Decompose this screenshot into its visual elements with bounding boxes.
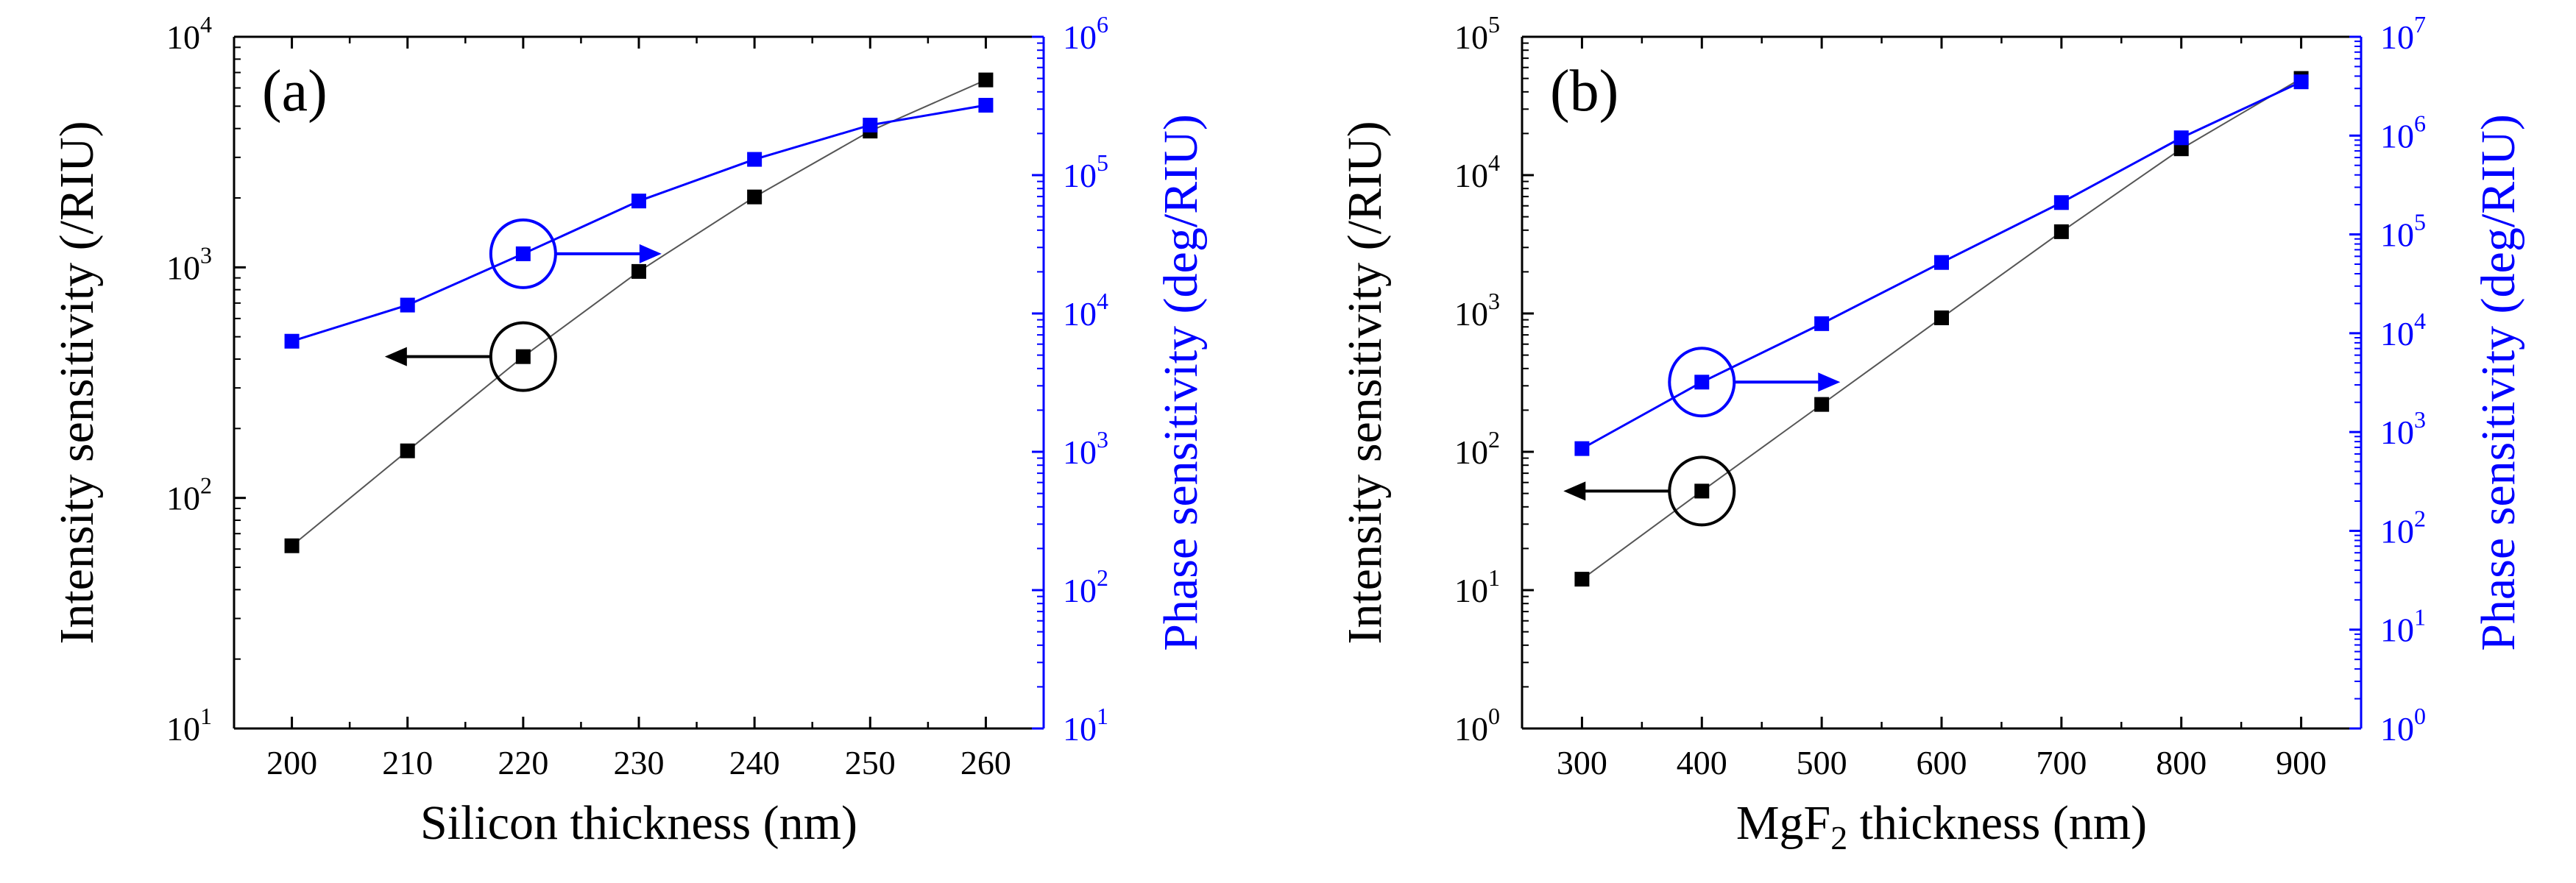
data-point-phase <box>2053 195 2069 210</box>
x-tick-label: 500 <box>1797 744 1847 781</box>
data-point-phase <box>1814 316 1830 331</box>
right-tick-label: 106 <box>1063 11 1108 56</box>
x-tick-label: 600 <box>1917 744 1967 781</box>
series-line-phase <box>291 104 986 343</box>
right-tick-label: 102 <box>2380 505 2426 550</box>
data-point-phase <box>747 152 762 167</box>
right-tick-label: 101 <box>2380 604 2426 649</box>
x-tick-label: 200 <box>266 744 317 781</box>
panel-label: (b) <box>1550 59 1618 124</box>
x-tick-label: 400 <box>1677 744 1727 781</box>
left-tick-label: 101 <box>166 703 212 748</box>
right-tick-label: 100 <box>2380 703 2426 748</box>
data-point-intensity <box>1694 483 1710 499</box>
right-axis-title: Phase sensitivity (deg/RIU) <box>1154 114 1208 651</box>
data-point-phase <box>515 246 531 261</box>
right-tick-label: 105 <box>2380 209 2426 254</box>
right-axis-title: Phase sensitivity (deg/RIU) <box>2471 114 2525 651</box>
left-tick-label: 103 <box>166 241 212 286</box>
data-point-intensity <box>515 349 531 364</box>
data-point-intensity <box>631 263 646 279</box>
right-tick-label: 103 <box>2380 406 2426 451</box>
left-tick-label: 103 <box>1454 288 1500 333</box>
series-line-intensity <box>291 79 986 547</box>
data-point-intensity <box>1574 572 1590 587</box>
data-point-phase <box>284 333 300 349</box>
data-point-intensity <box>400 443 415 458</box>
left-tick-label: 105 <box>1454 11 1500 56</box>
arrow-right-icon <box>1818 372 1841 392</box>
panel-a: 200 210 220 230 240 250 260 101 102 103 104 101 102 1… <box>50 11 1208 850</box>
panel-label: (a) <box>262 59 328 124</box>
right-tick-label: 104 <box>2380 308 2426 352</box>
data-point-intensity <box>284 538 300 553</box>
left-tick-label: 101 <box>1454 564 1500 609</box>
x-tick-label: 250 <box>845 744 896 781</box>
left-tick-label: 102 <box>1454 426 1500 471</box>
data-point-intensity <box>1934 310 1949 325</box>
x-axis-title: Silicon thickness (nm) <box>420 796 857 850</box>
x-tick-label: 900 <box>2276 744 2326 781</box>
data-point-phase <box>2293 74 2309 90</box>
left-axis-title: Intensity sensitivity (/RIU) <box>50 121 104 644</box>
x-tick-label: 800 <box>2156 744 2207 781</box>
data-point-phase <box>978 98 994 113</box>
left-tick-label: 104 <box>166 11 212 56</box>
x-tick-label: 300 <box>1557 744 1607 781</box>
data-point-intensity <box>747 189 762 205</box>
data-point-phase <box>2173 130 2189 146</box>
right-tick-label: 106 <box>2380 110 2426 155</box>
x-axis-title: MgF2 thickness (nm) <box>1736 796 2147 857</box>
right-tick-label: 101 <box>1063 703 1108 748</box>
series-line-intensity <box>1581 77 2302 580</box>
data-point-phase <box>400 297 415 313</box>
arrow-right-icon <box>639 244 662 263</box>
x-tick-label: 240 <box>729 744 780 781</box>
data-point-intensity <box>978 72 994 88</box>
data-point-intensity <box>1814 397 1830 412</box>
data-point-phase <box>1574 441 1590 456</box>
data-point-phase <box>863 117 878 132</box>
data-point-phase <box>1934 255 1949 270</box>
data-point-intensity <box>2053 224 2069 239</box>
left-tick-label: 104 <box>1454 149 1500 194</box>
x-tick-label: 230 <box>614 744 665 781</box>
data-point-phase <box>1694 375 1710 390</box>
left-tick-label: 102 <box>166 472 212 517</box>
right-tick-label: 105 <box>1063 149 1108 194</box>
arrow-left-icon <box>1563 481 1586 501</box>
right-tick-label: 102 <box>1063 564 1108 609</box>
panel-b: 300 400 500 600 700 800 900 100 101 102 103 104 105 1… <box>1338 11 2525 857</box>
right-tick-label: 107 <box>2380 11 2426 56</box>
left-axis-title: Intensity sensitivity (/RIU) <box>1338 121 1392 644</box>
x-tick-label: 210 <box>382 744 433 781</box>
data-point-phase <box>631 194 646 209</box>
x-tick-label: 220 <box>498 744 548 781</box>
right-tick-label: 103 <box>1063 426 1108 471</box>
x-tick-label: 260 <box>960 744 1011 781</box>
x-tick-label: 700 <box>2036 744 2087 781</box>
left-tick-label: 100 <box>1454 703 1500 748</box>
arrow-left-icon <box>384 347 407 366</box>
right-tick-label: 104 <box>1063 288 1108 333</box>
